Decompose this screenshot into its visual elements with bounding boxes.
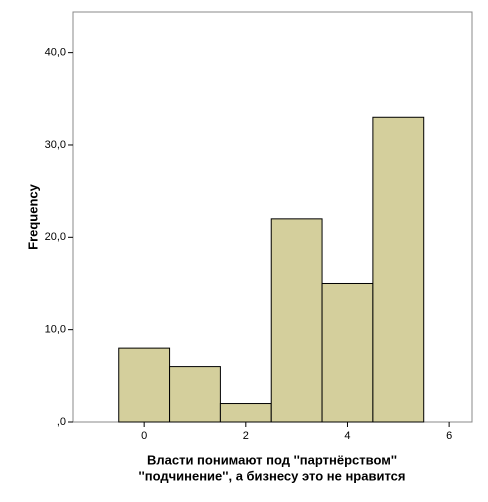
bar xyxy=(169,366,221,423)
bar xyxy=(321,282,374,423)
y-tick-label: ,0 xyxy=(57,416,66,428)
x-tick-label: 6 xyxy=(446,430,452,442)
x-tick-label: 2 xyxy=(243,430,249,442)
bar xyxy=(219,403,272,423)
x-tick-label: 0 xyxy=(141,430,147,442)
bar xyxy=(118,347,171,423)
y-tick-label: 40,0 xyxy=(45,47,66,59)
y-tick-label: 10,0 xyxy=(45,324,66,336)
y-axis-title: Frequency xyxy=(25,183,40,250)
y-tick-label: 20,0 xyxy=(45,231,66,243)
y-tick-label: 30,0 xyxy=(45,139,66,151)
x-axis-title: Власти понимают под ''партнёрством'' xyxy=(147,452,397,467)
bar xyxy=(372,116,425,423)
bar xyxy=(270,218,323,423)
x-tick-label: 4 xyxy=(344,430,350,442)
x-axis-title: ''подчинение'', а бизнесу это не нравитс… xyxy=(139,468,406,483)
